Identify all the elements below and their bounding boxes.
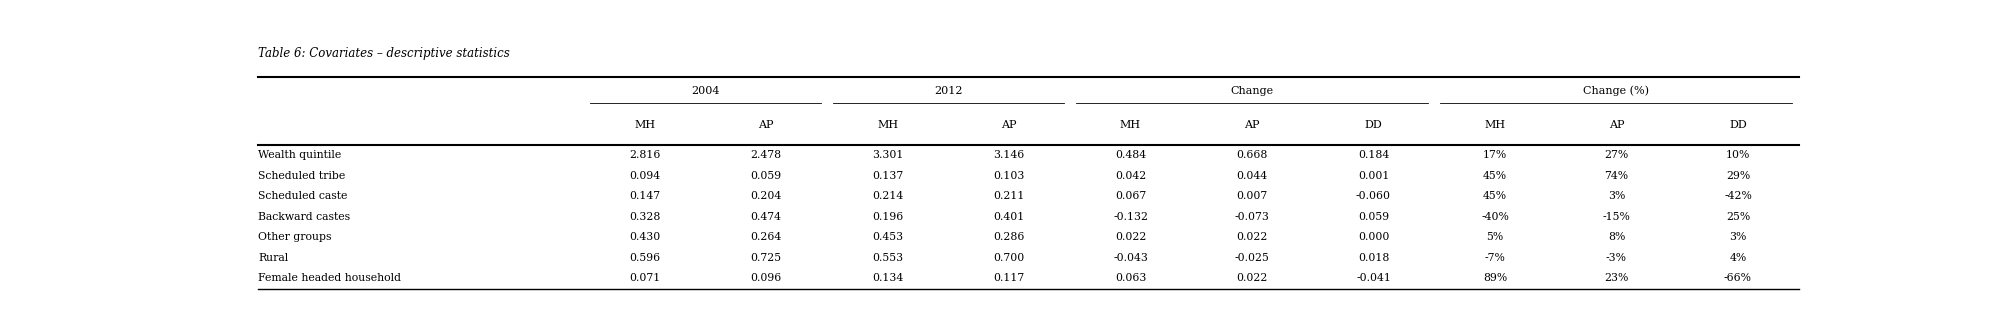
Text: 0.401: 0.401: [993, 212, 1025, 222]
Text: Female headed household: Female headed household: [258, 273, 400, 283]
Text: 0.184: 0.184: [1357, 150, 1389, 160]
Text: MH: MH: [635, 120, 655, 130]
Text: 89%: 89%: [1483, 273, 1508, 283]
Text: 0.264: 0.264: [751, 232, 781, 242]
Text: 0.071: 0.071: [629, 273, 661, 283]
Text: -3%: -3%: [1606, 253, 1628, 263]
Text: -66%: -66%: [1724, 273, 1752, 283]
Text: 0.094: 0.094: [629, 171, 661, 181]
Text: 0.063: 0.063: [1115, 273, 1147, 283]
Text: Backward castes: Backward castes: [258, 212, 350, 222]
Text: 3%: 3%: [1608, 191, 1626, 201]
Text: Change (%): Change (%): [1584, 86, 1650, 96]
Text: Rural: Rural: [258, 253, 288, 263]
Text: 74%: 74%: [1604, 171, 1628, 181]
Text: -7%: -7%: [1485, 253, 1506, 263]
Text: 0.553: 0.553: [873, 253, 903, 263]
Text: 0.018: 0.018: [1357, 253, 1389, 263]
Text: 0.286: 0.286: [993, 232, 1025, 242]
Text: 0.211: 0.211: [993, 191, 1025, 201]
Text: 3.146: 3.146: [993, 150, 1025, 160]
Text: 0.725: 0.725: [751, 253, 781, 263]
Text: 0.117: 0.117: [993, 273, 1025, 283]
Text: 17%: 17%: [1483, 150, 1508, 160]
Text: DD: DD: [1730, 120, 1748, 130]
Text: Other groups: Other groups: [258, 232, 332, 242]
Text: 0.147: 0.147: [629, 191, 661, 201]
Text: 23%: 23%: [1604, 273, 1630, 283]
Text: DD: DD: [1365, 120, 1381, 130]
Text: 45%: 45%: [1483, 191, 1508, 201]
Text: 0.204: 0.204: [751, 191, 781, 201]
Text: 0.134: 0.134: [873, 273, 903, 283]
Text: 0.022: 0.022: [1237, 273, 1267, 283]
Text: 0.453: 0.453: [873, 232, 903, 242]
Text: -0.025: -0.025: [1235, 253, 1269, 263]
Text: 0.067: 0.067: [1115, 191, 1147, 201]
Text: 0.103: 0.103: [993, 171, 1025, 181]
Text: 0.430: 0.430: [629, 232, 661, 242]
Text: 0.328: 0.328: [629, 212, 661, 222]
Text: 0.059: 0.059: [1357, 212, 1389, 222]
Text: 0.196: 0.196: [873, 212, 903, 222]
Text: 4%: 4%: [1730, 253, 1746, 263]
Text: -0.043: -0.043: [1113, 253, 1147, 263]
Text: 0.022: 0.022: [1237, 232, 1267, 242]
Text: Scheduled caste: Scheduled caste: [258, 191, 348, 201]
Text: 0.474: 0.474: [751, 212, 781, 222]
Text: 2.478: 2.478: [751, 150, 781, 160]
Text: 2.816: 2.816: [629, 150, 661, 160]
Text: MH: MH: [877, 120, 899, 130]
Text: 0.007: 0.007: [1237, 191, 1267, 201]
Text: 0.214: 0.214: [873, 191, 903, 201]
Text: 8%: 8%: [1608, 232, 1626, 242]
Text: 0.001: 0.001: [1357, 171, 1389, 181]
Text: AP: AP: [1001, 120, 1017, 130]
Text: 2004: 2004: [691, 86, 719, 96]
Text: 0.137: 0.137: [873, 171, 903, 181]
Text: 2012: 2012: [935, 86, 963, 96]
Text: Table 6: Covariates – descriptive statistics: Table 6: Covariates – descriptive statis…: [258, 47, 511, 60]
Text: 45%: 45%: [1483, 171, 1508, 181]
Text: 0.059: 0.059: [751, 171, 781, 181]
Text: -40%: -40%: [1481, 212, 1510, 222]
Text: 0.484: 0.484: [1115, 150, 1145, 160]
Text: Scheduled tribe: Scheduled tribe: [258, 171, 344, 181]
Text: -0.132: -0.132: [1113, 212, 1147, 222]
Text: MH: MH: [1483, 120, 1506, 130]
Text: 3.301: 3.301: [871, 150, 903, 160]
Text: 0.700: 0.700: [993, 253, 1025, 263]
Text: -0.041: -0.041: [1355, 273, 1391, 283]
Text: 0.044: 0.044: [1237, 171, 1267, 181]
Text: AP: AP: [759, 120, 775, 130]
Text: Change: Change: [1231, 86, 1273, 96]
Text: 27%: 27%: [1604, 150, 1628, 160]
Text: 25%: 25%: [1726, 212, 1750, 222]
Text: -15%: -15%: [1602, 212, 1630, 222]
Text: -42%: -42%: [1724, 191, 1752, 201]
Text: 0.096: 0.096: [751, 273, 781, 283]
Text: -0.060: -0.060: [1355, 191, 1391, 201]
Text: 0.000: 0.000: [1357, 232, 1389, 242]
Text: 10%: 10%: [1726, 150, 1750, 160]
Text: 0.042: 0.042: [1115, 171, 1147, 181]
Text: 0.668: 0.668: [1237, 150, 1267, 160]
Text: 29%: 29%: [1726, 171, 1750, 181]
Text: AP: AP: [1610, 120, 1624, 130]
Text: Wealth quintile: Wealth quintile: [258, 150, 340, 160]
Text: 0.022: 0.022: [1115, 232, 1147, 242]
Text: AP: AP: [1245, 120, 1259, 130]
Text: 5%: 5%: [1485, 232, 1504, 242]
Text: -0.073: -0.073: [1235, 212, 1269, 222]
Text: MH: MH: [1119, 120, 1141, 130]
Text: 3%: 3%: [1730, 232, 1746, 242]
Text: 0.596: 0.596: [629, 253, 661, 263]
